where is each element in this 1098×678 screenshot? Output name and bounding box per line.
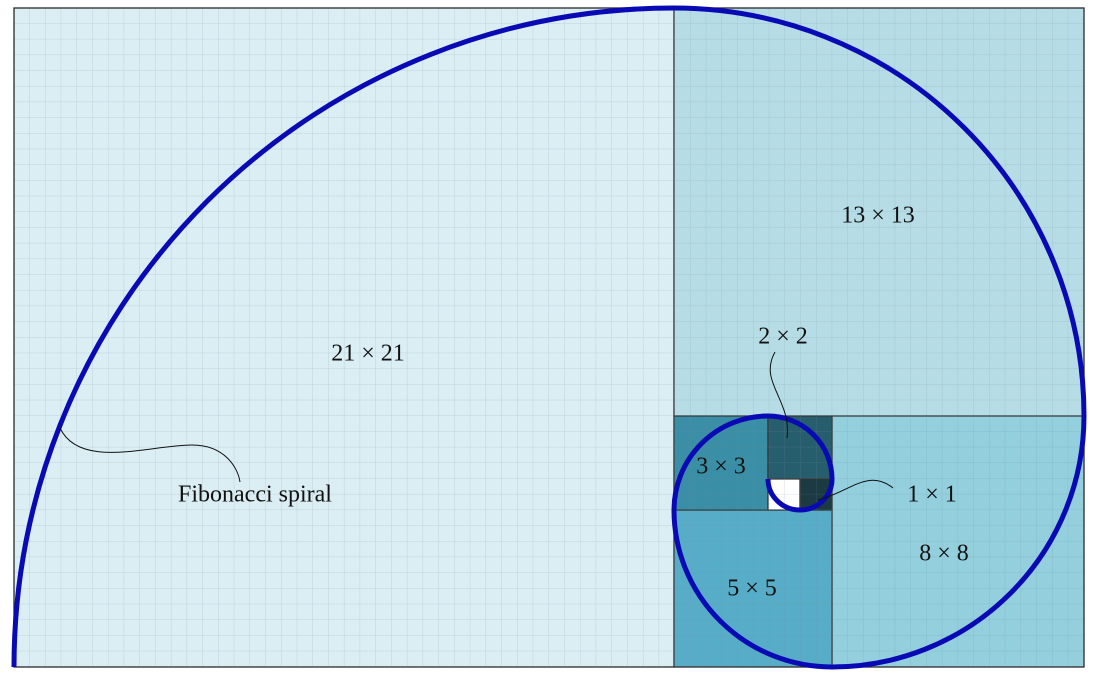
leader-2x2 [769,351,788,439]
label: 1 × 1 [907,482,957,508]
leader-1x1 [817,479,894,501]
label: 3 × 3 [696,454,746,480]
label: 13 × 13 [841,203,915,229]
leader-spiral [59,427,241,483]
annotation: Fibonacci spiral [178,482,332,508]
frame [13,7,1085,668]
label: 5 × 5 [727,576,777,602]
label: 8 × 8 [919,541,969,567]
spiral [11,5,1087,670]
grid [14,8,1084,667]
label: 2 × 2 [758,324,808,350]
label: 21 × 21 [331,341,405,367]
